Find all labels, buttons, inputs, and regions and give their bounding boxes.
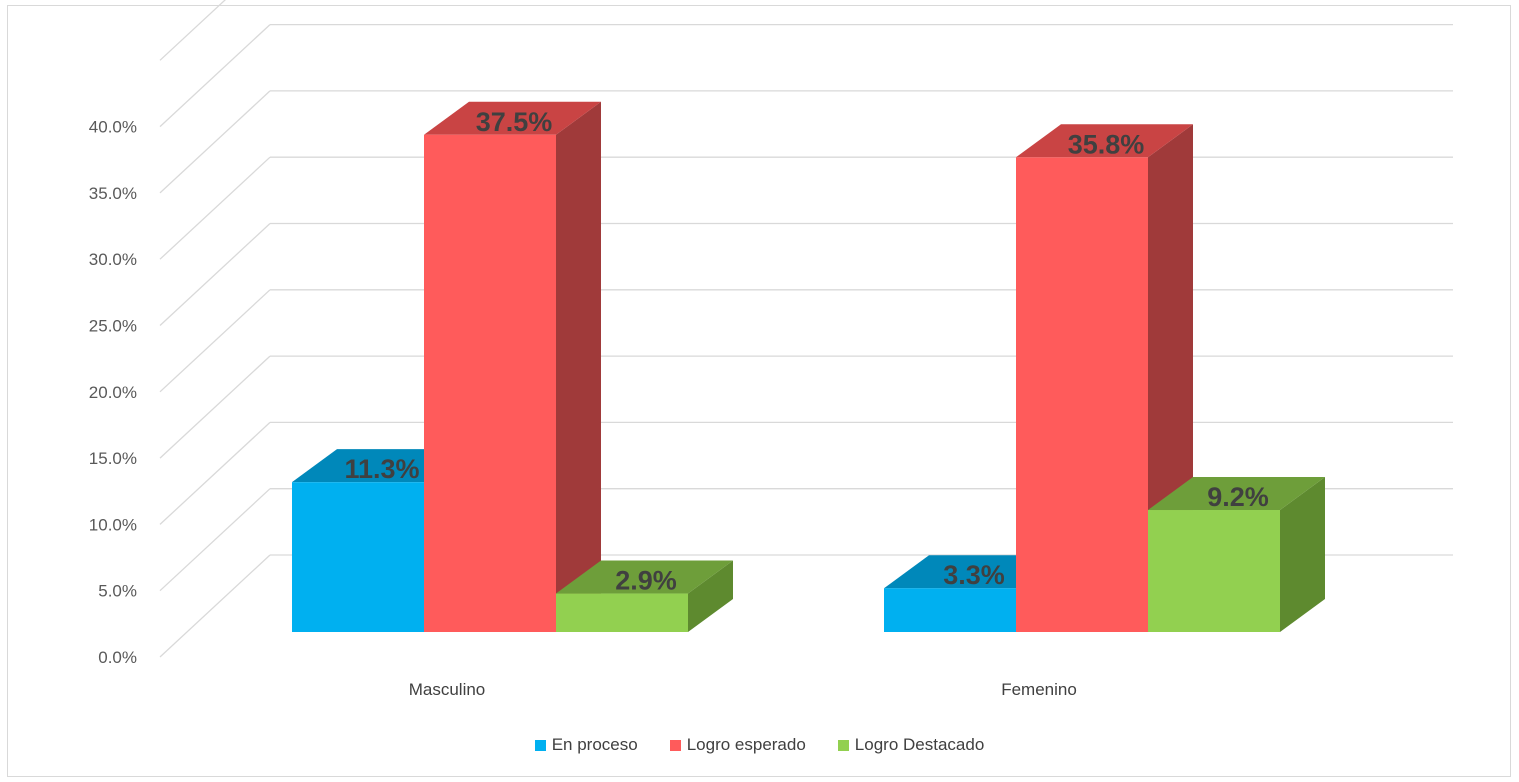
bar-side [556, 101, 601, 632]
legend-swatch [837, 739, 849, 751]
gridline-diagonal [159, 24, 271, 128]
legend-label: Logro Destacado [854, 735, 985, 754]
legend-swatch [669, 739, 681, 751]
gridline-diagonal [159, 355, 271, 459]
bar-top [556, 560, 733, 594]
y-tick-label: 40.0% [89, 118, 137, 137]
bar-side [688, 560, 733, 632]
gridline-diagonal [159, 223, 271, 326]
data-label: 37.5% [476, 107, 553, 137]
legend-swatch [534, 739, 546, 751]
legend-label: En proceso [551, 735, 638, 754]
category-label: Masculino [409, 680, 486, 699]
legend-item-logro-destacado: Logro Destacado [837, 735, 985, 755]
y-tick-label: 15.0% [89, 449, 137, 468]
category-label: Femenino [1001, 680, 1077, 699]
data-label: 35.8% [1068, 129, 1145, 159]
bar-top [424, 101, 601, 135]
bar [884, 588, 1016, 632]
y-tick-label: 0.0% [98, 648, 137, 667]
gridline-diagonal [159, 0, 226, 61]
chart-frame [7, 5, 1511, 777]
data-label: 2.9% [615, 566, 677, 596]
legend-item-en-proceso: En proceso [534, 735, 638, 755]
bar-top [1148, 477, 1325, 511]
gridline-diagonal [159, 90, 271, 194]
bar [1016, 157, 1148, 633]
gridline-diagonal [159, 421, 271, 525]
legend-label: Logro esperado [686, 735, 806, 754]
gridline-diagonal [159, 156, 271, 260]
bar [292, 482, 424, 632]
data-label: 3.3% [943, 560, 1005, 590]
gridline-diagonal [159, 289, 271, 393]
bar [556, 593, 688, 632]
y-tick-label: 10.0% [89, 515, 137, 534]
data-labels: 11.3% 37.5% 2.9% 3.3% 35.8% 9.2% [344, 107, 1268, 596]
bars [292, 101, 1325, 633]
y-tick-label: 35.0% [89, 184, 137, 203]
gridline-diagonal [159, 488, 271, 592]
x-axis-categories: Masculino Femenino [409, 680, 1077, 699]
y-axis-ticks: 0.0% 5.0% 10.0% 15.0% 20.0% 25.0% 30.0% 35.0% 40… [89, 118, 137, 667]
bar-side [1280, 477, 1325, 632]
bar-top [1016, 124, 1193, 158]
y-tick-label: 20.0% [89, 383, 137, 402]
gridline-diagonal [159, 554, 271, 658]
bar [1148, 510, 1280, 632]
y-tick-label: 25.0% [89, 317, 137, 336]
legend: En proceso Logro esperado Logro Destacad… [0, 735, 1519, 755]
data-label: 9.2% [1207, 482, 1269, 512]
bar [424, 134, 556, 632]
legend-item-logro-esperado: Logro esperado [669, 735, 806, 755]
y-tick-label: 5.0% [98, 582, 137, 601]
y-tick-label: 30.0% [89, 250, 137, 269]
data-label: 11.3% [344, 454, 419, 484]
